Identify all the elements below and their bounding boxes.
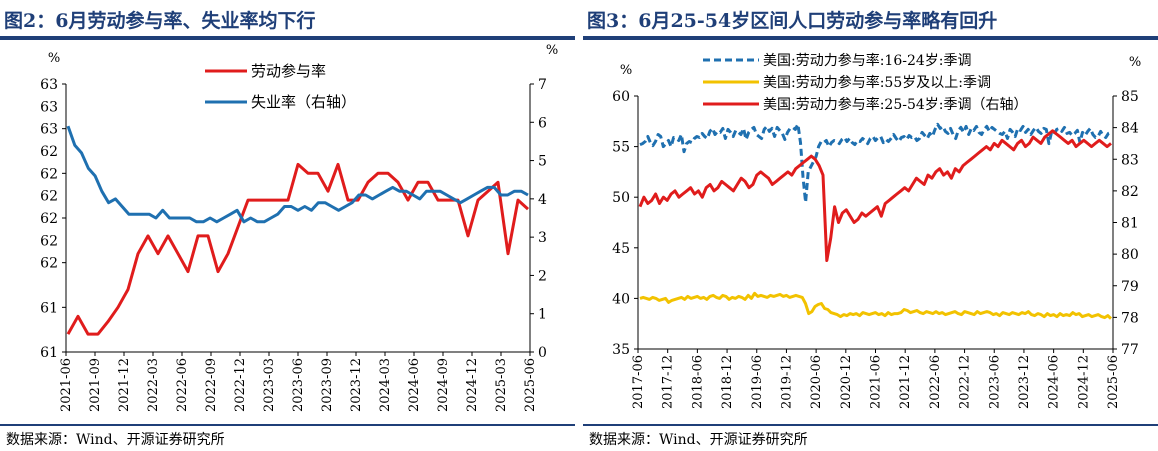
series-line-1 xyxy=(66,162,530,336)
x-axis-tick-label: 2024-03 xyxy=(378,358,393,412)
legend-label-1: 美国:劳动力参与率:16-24岁:季调 xyxy=(763,52,972,69)
x-axis-tick-label: 2018-12 xyxy=(720,355,735,409)
left-axis-tick-label: 61 xyxy=(40,300,58,316)
right-axis-unit: % xyxy=(1129,55,1141,70)
x-axis-tick-label: 2023-12 xyxy=(1017,355,1032,409)
right-axis-tick-label: 80 xyxy=(1121,247,1139,263)
legend-label-1: 劳动参与率 xyxy=(251,62,326,80)
left-axis-tick-label: 60 xyxy=(612,89,630,105)
legend-label-2: 美国:劳动力参与率:55岁及以上:季调 xyxy=(763,74,991,91)
x-axis-tick-label: 2019-06 xyxy=(750,355,765,409)
left-axis-unit: % xyxy=(620,63,632,78)
left-axis-tick-label: 55 xyxy=(612,140,630,156)
right-axis-tick-label: 3 xyxy=(538,230,547,246)
x-axis-tick-label: 2023-12 xyxy=(349,358,364,412)
x-axis-tick-label: 2023-06 xyxy=(987,355,1002,409)
x-axis-tick-label: 2022-06 xyxy=(928,355,943,409)
series-line-2 xyxy=(66,125,529,224)
x-axis-tick-label: 2020-06 xyxy=(809,355,824,409)
right-axis-tick-label: 78 xyxy=(1121,310,1139,326)
x-axis-tick-label: 2022-12 xyxy=(233,358,248,412)
left-axis-tick-label: 62 xyxy=(40,144,58,160)
right-axis-tick-label: 1 xyxy=(538,307,547,323)
right-axis-tick-label: 85 xyxy=(1121,89,1139,105)
left-axis-tick-label: 62 xyxy=(40,211,58,227)
x-axis-tick-label: 2023-03 xyxy=(262,358,277,412)
figure2-chart: %% 61 61 62 62 62 63 63 62 62 62 63 0 1 2 3 4 5 6 7 2021-06 2… xyxy=(40,43,558,412)
x-axis-tick-label: 2021-06 xyxy=(869,355,884,409)
right-axis-tick-label: 0 xyxy=(538,345,547,361)
x-axis-tick-label: 2017-12 xyxy=(661,355,676,409)
x-axis-tick-label: 2023-09 xyxy=(320,358,335,412)
figure3-source: 数据来源：Wind、开源证券研究所 xyxy=(589,432,808,448)
x-axis-tick-label: 2023-06 xyxy=(291,358,306,412)
left-axis-tick-label: 62 xyxy=(40,256,58,272)
legend-label-3: 美国:劳动力参与率:25-54岁:季调（右轴） xyxy=(763,96,1028,113)
x-axis-tick-label: 2018-06 xyxy=(690,355,705,409)
x-axis-tick-label: 2021-06 xyxy=(59,358,74,412)
legend-label-2: 失业率（右轴） xyxy=(251,93,356,111)
right-axis-tick-label: 82 xyxy=(1121,184,1139,200)
x-axis-tick-label: 2021-12 xyxy=(117,358,132,412)
x-axis-tick-label: 2022-12 xyxy=(958,355,973,409)
left-axis-tick-label: 62 xyxy=(40,166,58,182)
right-axis-tick-label: 4 xyxy=(538,192,547,208)
x-axis-tick-label: 2024-12 xyxy=(1076,355,1091,409)
x-axis-tick-label: 2020-12 xyxy=(839,355,854,409)
figure3-panel: 图3：6月25-54岁区间人口劳动参与率略有回升 %% 35 40 45 50 55 60 7… xyxy=(583,0,1158,451)
right-axis-tick-label: 81 xyxy=(1121,216,1139,232)
figure2-source: 数据来源：Wind、开源证券研究所 xyxy=(6,432,225,448)
x-axis-tick-label: 2022-06 xyxy=(175,358,190,412)
x-axis-tick-label: 2022-09 xyxy=(204,358,219,412)
x-axis-tick-label: 2021-12 xyxy=(898,355,913,409)
x-axis-tick-label: 2025-06 xyxy=(1106,355,1121,409)
right-axis-tick-label: 7 xyxy=(538,77,547,93)
x-axis-tick-label: 2024-12 xyxy=(465,358,480,412)
left-axis-unit: % xyxy=(48,51,60,66)
figure3-chart: %% 35 40 45 50 55 60 77 78 79 80 81 82 83 84 85 2017-06 2… xyxy=(612,52,1141,409)
x-axis-tick-label: 2024-09 xyxy=(436,358,451,412)
x-axis-tick-label: 2025-06 xyxy=(523,358,538,412)
right-axis-tick-label: 6 xyxy=(538,115,547,131)
x-axis-tick-label: 2019-12 xyxy=(779,355,794,409)
x-axis-tick-label: 2021-09 xyxy=(88,358,103,412)
left-axis-tick-label: 50 xyxy=(612,190,630,206)
series-line-3 xyxy=(638,129,1112,262)
figure3-bottom-rule xyxy=(583,424,1158,426)
series-line-1 xyxy=(639,122,1112,204)
left-axis-tick-label: 45 xyxy=(612,241,630,257)
left-axis-tick-label: 61 xyxy=(40,345,58,361)
x-axis-tick-label: 2017-06 xyxy=(631,355,646,409)
series-line-2 xyxy=(639,291,1113,320)
right-axis-tick-label: 77 xyxy=(1121,342,1139,358)
figure2-title: 图2：6月劳动参与率、失业率均下行 xyxy=(4,10,316,32)
right-axis-unit: % xyxy=(546,43,558,58)
right-axis-tick-label: 2 xyxy=(538,268,547,284)
left-axis-tick-label: 62 xyxy=(40,233,58,249)
x-axis-tick-label: 2022-03 xyxy=(146,358,161,412)
right-axis-tick-label: 5 xyxy=(538,154,547,170)
left-axis-tick-label: 63 xyxy=(40,122,58,138)
left-axis-tick-label: 40 xyxy=(612,291,630,307)
figure2-panel: 图2：6月劳动参与率、失业率均下行 %% 61 61 62 62 62 63 63 62 62 62… xyxy=(0,0,575,451)
left-axis-tick-label: 63 xyxy=(40,77,58,93)
left-axis-tick-label: 62 xyxy=(40,189,58,205)
x-axis-tick-label: 2024-06 xyxy=(407,358,422,412)
right-axis-tick-label: 83 xyxy=(1121,152,1139,168)
right-axis-tick-label: 84 xyxy=(1121,121,1139,137)
x-axis-tick-label: 2024-06 xyxy=(1047,355,1062,409)
figure3-title-rule xyxy=(583,36,1158,40)
left-axis-tick-label: 35 xyxy=(612,342,630,358)
left-axis-tick-label: 63 xyxy=(40,99,58,115)
figure2-title-rule xyxy=(0,36,575,40)
figure2-bottom-rule xyxy=(0,424,575,426)
x-axis-tick-label: 2025-03 xyxy=(494,358,509,412)
right-axis-tick-label: 79 xyxy=(1121,279,1139,295)
figure3-title: 图3：6月25-54岁区间人口劳动参与率略有回升 xyxy=(587,10,998,32)
